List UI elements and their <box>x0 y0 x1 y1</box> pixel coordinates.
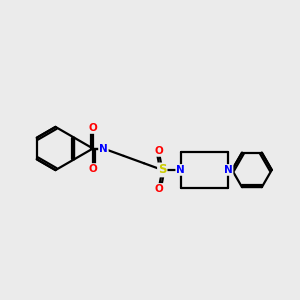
Text: O: O <box>88 123 97 133</box>
Text: O: O <box>88 164 97 174</box>
Text: O: O <box>154 184 163 194</box>
Text: N: N <box>99 143 108 154</box>
Text: O: O <box>154 146 163 156</box>
Text: N: N <box>176 165 185 175</box>
Text: S: S <box>158 164 166 176</box>
Text: N: N <box>224 165 233 175</box>
